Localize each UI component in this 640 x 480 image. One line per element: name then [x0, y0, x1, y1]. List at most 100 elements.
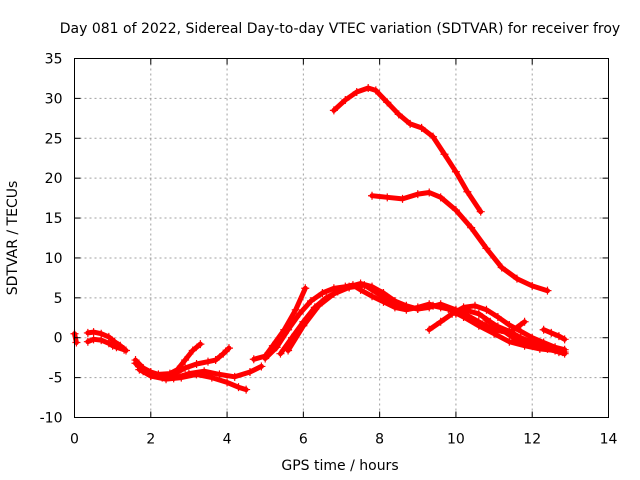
axis-ticks: [74, 58, 609, 418]
y-tick-label: 25: [45, 131, 63, 147]
data-point: [184, 369, 193, 378]
data-point: [211, 356, 220, 365]
data-point: [528, 338, 537, 347]
data-point: [219, 349, 228, 358]
data-point: [543, 286, 552, 295]
data-point: [230, 372, 239, 381]
data-point: [299, 321, 308, 330]
data-point: [463, 306, 472, 315]
data-point: [474, 321, 483, 330]
y-tick-label: 5: [54, 291, 63, 307]
data-point: [97, 336, 106, 345]
data-point: [329, 106, 338, 115]
data-point: [516, 333, 525, 342]
y-tick-label: -5: [49, 371, 63, 387]
data-point: [345, 283, 354, 292]
data-point: [257, 362, 266, 371]
data-point: [181, 364, 190, 373]
data-point: [474, 309, 483, 318]
data-point: [89, 328, 98, 337]
series-line: [251, 285, 308, 362]
data-point: [440, 150, 449, 159]
x-tick-label: 6: [299, 432, 308, 448]
data-point: [505, 337, 514, 346]
data-point: [482, 305, 491, 314]
series-line: [541, 327, 568, 342]
data-point: [490, 329, 499, 338]
data-point: [375, 290, 384, 299]
data-point: [89, 335, 98, 344]
series-pass-6: [135, 365, 251, 394]
data-point: [387, 297, 396, 306]
y-tick-label: -10: [40, 411, 63, 427]
data-point: [560, 348, 569, 357]
x-tick-label: 12: [523, 432, 541, 448]
series-pass-3: [83, 335, 129, 354]
x-axis-label: GPS time / hours: [281, 458, 398, 474]
data-point: [368, 191, 377, 200]
series-pass-2: [83, 328, 130, 355]
data-point: [505, 327, 514, 336]
data-point: [368, 292, 377, 301]
data-point: [459, 312, 468, 321]
data-point: [539, 341, 548, 350]
data-point: [383, 193, 392, 202]
x-tick-label: 14: [600, 432, 618, 448]
data-point: [520, 317, 529, 326]
data-point: [463, 187, 472, 196]
data-point: [554, 332, 563, 341]
data-point: [131, 359, 140, 368]
series-pass-17: [539, 325, 569, 344]
data-point: [398, 301, 407, 310]
data-point: [329, 289, 338, 298]
x-tick-label: 10: [447, 432, 465, 448]
data-point: [169, 374, 178, 383]
data-point: [200, 367, 209, 376]
data-point: [444, 305, 453, 314]
data-point: [497, 263, 506, 272]
data-point: [482, 316, 491, 325]
series-line: [155, 363, 264, 381]
data-point: [451, 167, 460, 176]
series-pass-16: [482, 316, 569, 357]
data-point: [451, 206, 460, 215]
x-tick-label: 4: [223, 432, 232, 448]
data-point: [314, 301, 323, 310]
data-point: [371, 86, 380, 95]
data-point: [476, 207, 485, 216]
y-tick-label: 35: [45, 52, 63, 68]
x-tick-label: 0: [70, 432, 79, 448]
y-tick-labels: -10 -5 0 5 10 15 20 25 30 35: [40, 52, 63, 427]
data-point: [306, 297, 315, 306]
data-point: [295, 309, 304, 318]
data-point: [560, 335, 569, 344]
data-point: [291, 305, 300, 314]
chart-title: Day 081 of 2022, Sidereal Day-to-day VTE…: [60, 21, 620, 37]
data-point: [120, 345, 129, 354]
data-point: [272, 343, 281, 352]
series-pass-7: [154, 362, 266, 383]
data-point: [398, 194, 407, 203]
y-axis-label: SDTVAR / TECUs: [5, 181, 21, 296]
data-point: [112, 343, 121, 352]
data-point: [493, 312, 502, 321]
data-point: [364, 84, 373, 93]
data-point: [284, 325, 293, 334]
y-tick-label: 10: [45, 251, 63, 267]
data-point: [528, 281, 537, 290]
data-point: [83, 328, 92, 337]
data-point: [245, 368, 254, 377]
plot-frame: [74, 58, 609, 418]
data-point: [223, 378, 232, 387]
data-point: [135, 365, 144, 374]
data-point: [425, 188, 434, 197]
data-series: [70, 84, 569, 394]
x-tick-label: 2: [146, 432, 155, 448]
data-point: [394, 110, 403, 119]
data-point: [467, 223, 476, 232]
data-point: [83, 337, 92, 346]
data-point: [413, 190, 422, 199]
data-point: [301, 284, 310, 293]
data-point: [318, 289, 327, 298]
